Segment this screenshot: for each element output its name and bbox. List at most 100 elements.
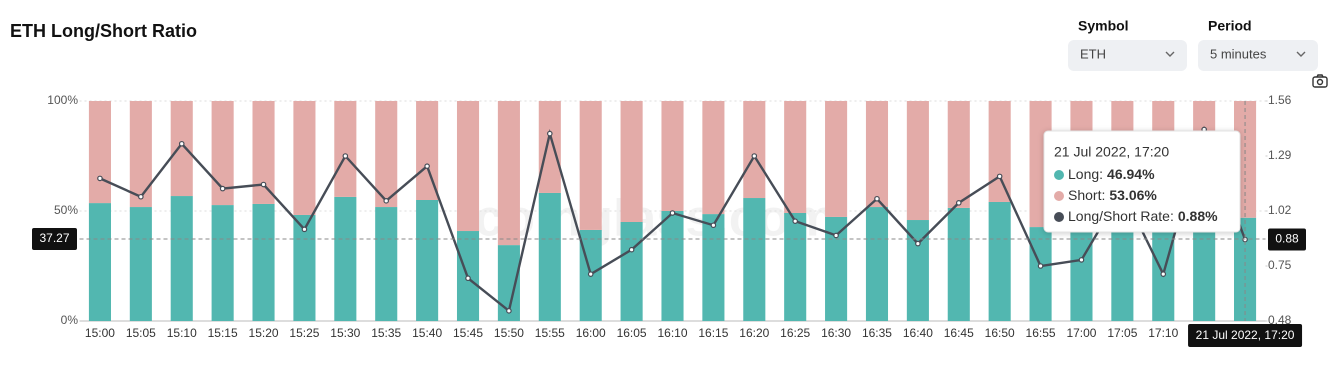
ratio-point [260,181,267,188]
ratio-point [424,163,430,169]
bar-segment [252,101,275,204]
control-value: 5 minutes [1210,46,1267,61]
bar-segment [497,101,520,246]
ratio-point [138,193,144,200]
bar-segment [88,101,111,204]
tooltip-label: Long: [1068,166,1103,182]
ratio-point [547,130,553,137]
ratio-point [97,175,103,182]
x-tick-label: 16:35 [862,326,892,340]
bar-segment [825,216,848,321]
ratio-point [751,153,758,159]
x-tick-label: 15:15 [208,326,238,340]
bar-segment [129,207,152,321]
bar-segment [784,212,807,321]
ratio-point [465,275,471,282]
bar-segment [293,101,316,215]
x-tick-label: 15:00 [85,326,115,340]
x-tick-label: 15:55 [535,326,565,340]
bar-segment [538,101,561,193]
control-label: Period [1208,18,1252,34]
bar-segment [825,101,848,217]
bar-segment [865,101,889,208]
y2-tick-label: 0.48 [1268,313,1292,327]
bar-segment [620,222,643,321]
camera-icon[interactable] [1312,74,1328,88]
tooltip-box [1043,130,1241,233]
y2-tick-label: 1.29 [1268,148,1292,162]
ratio-point [710,222,717,229]
period-select[interactable] [1198,40,1318,71]
chart-title: ETH Long/Short Ratio [10,21,197,41]
tooltip-title: 21 Jul 2022, 17:20 [1054,144,1169,160]
bar-segment [375,101,398,208]
bar-segment [170,101,193,197]
crosshair-label-bg [32,228,77,251]
ratio-point [1160,271,1167,277]
tooltip-dot [1054,212,1064,222]
bar-segment [661,101,684,211]
bar-segment [538,192,561,321]
bar-segment [620,101,643,222]
ratio-point [792,218,798,224]
ratio-point [178,140,185,147]
x-tick-label: 15:40 [412,326,442,340]
ratio-point [1037,263,1044,269]
bar-segment [906,220,929,321]
control-value: ETH [1080,46,1106,61]
x-tick-label: 15:05 [126,326,156,340]
x-tick-label: 16:20 [739,326,769,340]
bar-segment [170,196,193,321]
bar-segment [1029,227,1052,321]
x-tick-label: 15:45 [453,326,483,340]
bar-segment [416,101,439,200]
y2-tick-label: 0.75 [1268,258,1292,272]
x-tick-label: 15:20 [249,326,279,340]
ratio-point [996,173,1003,180]
ratio-point [383,198,390,204]
bar-segment [661,211,684,321]
bar-segment [988,201,1011,321]
x-tick-label: 15:25 [289,326,319,340]
bar-segment [579,101,602,230]
x-tick-label: 15:30 [330,326,360,340]
bar-segment [456,101,480,232]
bar-segment [784,101,807,213]
bar-segment [334,101,357,197]
bar-segment [211,205,234,321]
bar-segment [947,207,970,321]
ratio-point [219,185,226,192]
y2-tick-label: 1.02 [1268,203,1292,217]
crosshair-y2-label: 0.88 [1275,232,1299,246]
tooltip-label: Long/Short Rate: [1068,208,1174,224]
ratio-point [874,195,880,202]
tooltip-value: 0.88% [1178,208,1218,224]
bar-segment [702,214,725,321]
x-tick-label: 15:50 [494,326,524,340]
ratio-point [833,232,839,239]
x-tick-label: 16:40 [903,326,933,340]
bar-segment [416,200,439,321]
crosshair-x-label: 21 Jul 2022, 17:20 [1196,328,1295,342]
x-tick-label: 16:15 [698,326,728,340]
bar-segment [375,207,398,321]
symbol-select[interactable] [1068,40,1187,71]
y-tick-label: 100% [47,93,78,107]
bar-segment [293,214,316,321]
tooltip-value: 53.06% [1109,187,1157,203]
bar-segment [743,101,766,199]
ratio-point [628,246,635,253]
bar-segment [906,101,929,221]
x-tick-label: 16:25 [780,326,810,340]
crosshair-label-bg [1268,228,1306,251]
plot: 0% 50% 100% 0.48 0.75 1.02 1.29 1.56 15:00 15:05 1… [32,93,1306,347]
ratio-point [1078,257,1085,263]
x-tick-label: 16:30 [821,326,851,340]
tooltip-dot [1054,170,1064,180]
bar-segment [947,101,970,208]
bar-segment [334,196,357,321]
tooltip-row: Long/Short Rate: 0.88% [1068,208,1218,224]
x-tick-label: 17:10 [1148,326,1178,340]
bar-segment [211,101,234,206]
